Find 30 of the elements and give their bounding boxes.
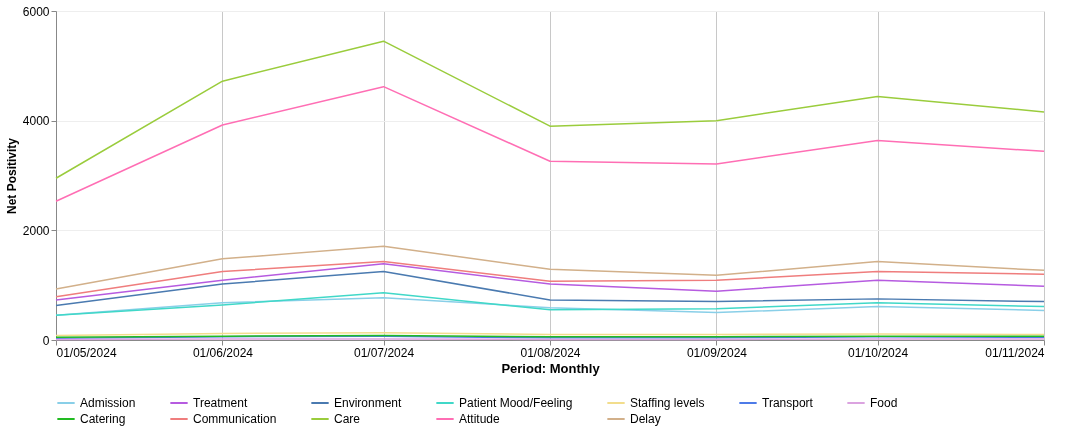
x-tick-label: 01/11/2024 (985, 345, 1045, 360)
x-tick-label: 01/10/2024 (848, 345, 909, 360)
x-axis-title: Period: Monthly (501, 360, 601, 376)
line-series (55, 292, 1045, 317)
y-tick-label: 4000 (22, 114, 50, 129)
x-tick-label: 01/05/2024 (56, 345, 117, 360)
y-tick-label: 6000 (22, 4, 50, 19)
legend-label: Patient Mood/Feeling (459, 396, 573, 410)
line-series (55, 85, 1045, 203)
line-series (55, 40, 1045, 179)
legend-label: Communication (193, 412, 277, 426)
legend-label: Admission (80, 396, 136, 410)
legend-label: Care (334, 412, 361, 426)
legend-label: Treatment (193, 396, 248, 410)
line-series (55, 270, 1045, 307)
x-tick-label: 01/09/2024 (686, 345, 748, 360)
y-tick-label: 0 (42, 333, 50, 348)
y-axis-title: Net Positivity (4, 137, 19, 215)
legend-label: Transport (762, 396, 814, 410)
x-tick-label: 01/07/2024 (354, 345, 415, 360)
legend-label: Attitude (459, 412, 501, 426)
legend-label: Delay (630, 412, 661, 426)
legend-label: Staffing levels (630, 396, 705, 410)
legend-label: Catering (80, 412, 126, 426)
x-tick-label: 01/06/2024 (192, 345, 254, 360)
legend-label: Food (870, 396, 898, 410)
line-series (55, 245, 1045, 290)
y-tick-label: 2000 (22, 223, 50, 238)
legend-label: Environment (334, 396, 403, 410)
x-tick-label: 01/08/2024 (520, 345, 581, 360)
